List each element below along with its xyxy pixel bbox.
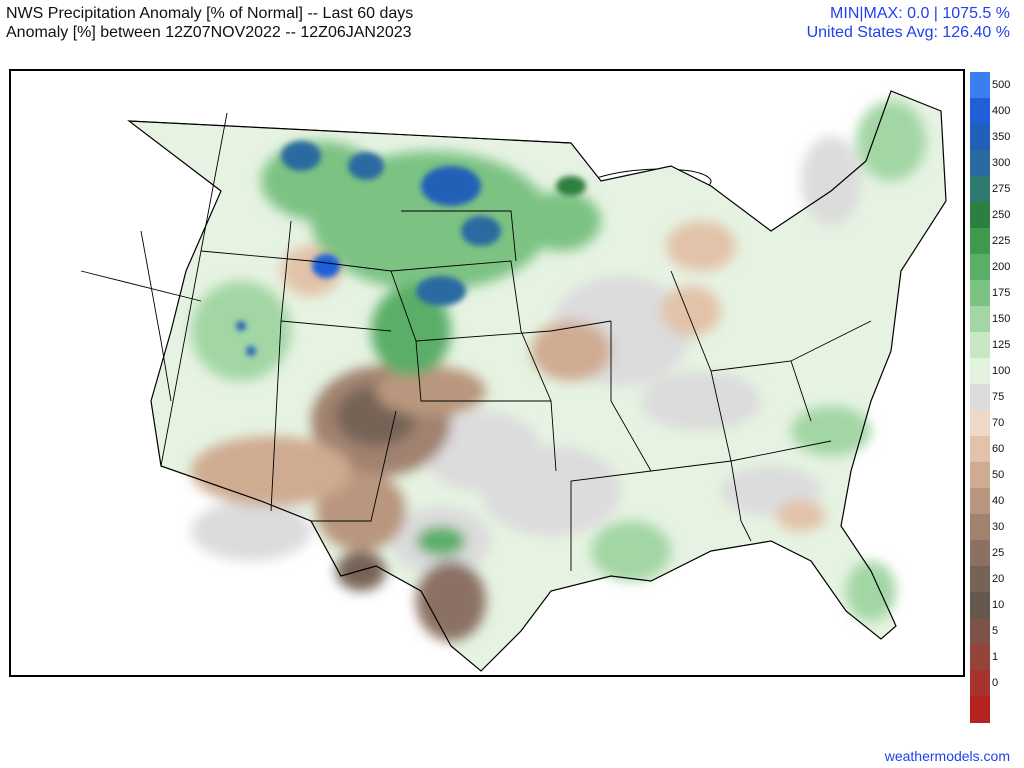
color-scale-swatch [970,514,990,541]
color-scale-label: 250 [992,209,1011,221]
color-scale-label: 225 [992,235,1011,247]
color-scale-swatch [970,150,990,177]
color-scale-swatch [970,670,990,697]
color-scale-label: 350 [992,131,1011,143]
color-scale-label: 40 [992,495,1005,507]
color-scale-label: 70 [992,417,1005,429]
site-credit: weathermodels.com [884,748,1010,764]
color-scale-swatch [970,566,990,593]
color-scale-label: 175 [992,287,1011,299]
color-scale-swatch [970,228,990,255]
color-scale-label: 1 [992,651,999,663]
color-scale-label: 10 [992,599,1005,611]
color-scale-label: 400 [992,105,1011,117]
color-scale-label: 75 [992,391,1005,403]
color-scale-swatch [970,202,990,229]
color-scale-label: 0 [992,677,999,689]
color-scale-swatch [970,280,990,307]
title-line-2: Anomaly [%] between 12Z07NOV2022 -- 12Z0… [6,24,412,41]
color-scale-label: 25 [992,547,1005,559]
color-scale-swatch [970,540,990,567]
color-scale-label: 20 [992,573,1005,585]
us-average-readout: United States Avg: 126.40 % [806,24,1010,41]
color-scale-swatch [970,462,990,489]
color-scale-swatch [970,436,990,463]
color-scale-swatch [970,618,990,645]
color-scale-label: 100 [992,365,1011,377]
color-scale-label: 500 [992,79,1011,91]
color-scale-label: 60 [992,443,1005,455]
color-scale-swatch [970,124,990,151]
color-scale-swatch [970,384,990,411]
color-scale-swatch [970,254,990,281]
color-scale-swatch [970,98,990,125]
stats-summary: MIN|MAX: 0.0 | 1075.5 % United States Av… [807,4,1010,42]
color-scale-label: 300 [992,157,1011,169]
color-scale-bar [970,72,990,723]
color-scale-swatch [970,72,990,99]
color-scale-label: 5 [992,625,999,637]
anomaly-fields [191,101,926,641]
map-title: NWS Precipitation Anomaly [% of Normal] … [6,4,413,42]
color-scale-swatch [970,306,990,333]
color-scale-label: 200 [992,261,1011,273]
color-scale-label: 50 [992,469,1005,481]
color-scale-label: 30 [992,521,1005,533]
title-line-1: NWS Precipitation Anomaly [% of Normal] … [6,5,414,22]
map-frame [9,69,965,677]
color-scale-swatch [970,696,990,723]
coastline-outline [127,90,947,672]
color-scale-swatch [970,488,990,515]
color-scale-swatch [970,644,990,671]
color-scale-swatch [970,410,990,437]
color-scale-label: 150 [992,313,1011,325]
color-scale-swatch [970,332,990,359]
color-scale-label: 275 [992,183,1011,195]
min-max-readout: MIN|MAX: 0.0 | 1075.5 % [830,5,1010,22]
heavy-anomaly-cores [236,141,586,356]
color-scale-swatch [970,592,990,619]
color-scale-swatch [970,176,990,203]
color-scale-label: 125 [992,339,1011,351]
precip-anomaly-map [80,90,947,672]
color-scale-swatch [970,358,990,385]
